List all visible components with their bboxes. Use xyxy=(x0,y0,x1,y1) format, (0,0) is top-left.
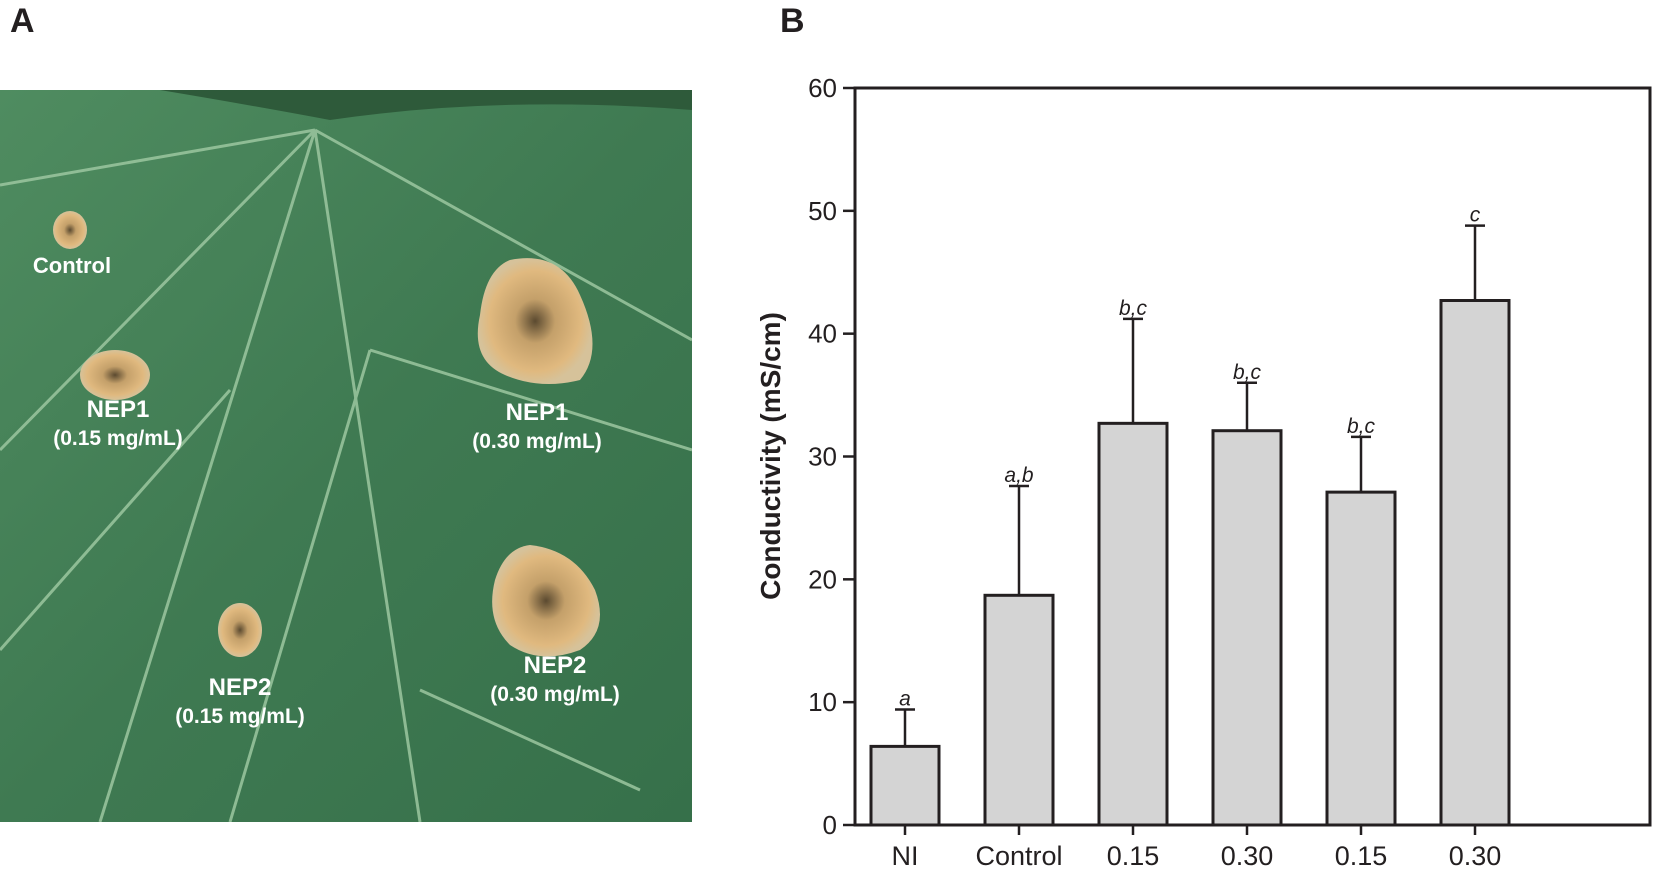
photo-label-nep1-030-conc: (0.30 mg/mL) xyxy=(472,430,602,453)
lesion-nep1-015 xyxy=(80,350,150,400)
conductivity-bar-chart: a a,b b,c b,c b,c c 0 10 20 30 40 50 60 NI Control 0.… xyxy=(755,73,1652,883)
y-tick-label: 20 xyxy=(808,564,837,594)
leaf-surface xyxy=(0,90,692,822)
significance-label: c xyxy=(1470,204,1481,227)
leaf-background-top xyxy=(150,90,692,120)
significance-label: b,c xyxy=(1119,297,1148,320)
significance-labels-layer: a a,b b,c b,c b,c c xyxy=(899,204,1481,711)
error-bars-layer xyxy=(895,224,1485,747)
y-tick-label: 40 xyxy=(808,319,837,349)
x-group-label: NEP2 (mg/mL) xyxy=(1329,881,1508,883)
significance-label: a xyxy=(899,688,911,711)
panel-label-a: A xyxy=(10,2,35,40)
lesion-nep2-015 xyxy=(218,603,262,657)
photo-label-nep1-015-conc: (0.15 mg/mL) xyxy=(53,427,183,450)
photo-label-nep2-030-conc: (0.30 mg/mL) xyxy=(490,683,620,706)
x-group-unit: (mg/mL) xyxy=(1179,881,1280,883)
bar xyxy=(1097,421,1169,827)
y-tick-label: 50 xyxy=(808,196,837,226)
x-group-name: NEP1 xyxy=(1101,881,1179,883)
bars-layer xyxy=(869,299,1511,827)
photo-label-nep2-015-conc: (0.15 mg/mL) xyxy=(175,705,305,728)
photo-label-nep2-015-name: NEP2 xyxy=(209,674,272,701)
bar xyxy=(1325,490,1397,827)
significance-label: b,c xyxy=(1233,361,1262,384)
x-tick-label: 0.15 xyxy=(1107,841,1160,871)
lesion-nep2-030 xyxy=(492,545,600,657)
photo-label-control: Control xyxy=(33,253,111,278)
x-tick-label: 0.15 xyxy=(1335,841,1388,871)
y-axis: 0 10 20 30 40 50 60 xyxy=(808,73,855,840)
x-group-unit: (mg/mL) xyxy=(1407,881,1508,883)
leaf-photo: Control NEP1 (0.15 mg/mL) NEP1 (0.30 mg/… xyxy=(0,90,692,822)
leaf-veins xyxy=(0,128,692,822)
x-group-name: NEP2 xyxy=(1329,881,1407,883)
y-tick-label: 60 xyxy=(808,73,837,103)
panel-label-b: B xyxy=(780,2,805,40)
significance-label: b,c xyxy=(1347,415,1376,438)
x-group-label: NEP1 (mg/mL) xyxy=(1101,881,1280,883)
photo-label-nep1-015-name: NEP1 xyxy=(87,396,150,423)
x-tick-label: Control xyxy=(975,841,1062,871)
bar xyxy=(1211,429,1283,827)
x-tick-label: 0.30 xyxy=(1221,841,1274,871)
photo-label-nep2-030-name: NEP2 xyxy=(524,652,587,679)
bar xyxy=(869,744,941,827)
lesion-nep1-030 xyxy=(477,258,593,384)
y-tick-label: 30 xyxy=(808,442,837,472)
photo-label-nep1-030-name: NEP1 xyxy=(506,399,569,426)
y-tick-label: 0 xyxy=(823,810,837,840)
y-tick-label: 10 xyxy=(808,687,837,717)
significance-label: a,b xyxy=(1004,464,1034,487)
y-axis-title: Conductivity (mS/cm) xyxy=(755,312,786,600)
bar xyxy=(1439,299,1511,827)
lesions xyxy=(53,211,600,657)
x-tick-label: 0.30 xyxy=(1449,841,1502,871)
x-tick-label: NI xyxy=(892,841,919,871)
bar xyxy=(983,593,1055,827)
lesion-control xyxy=(53,211,87,249)
